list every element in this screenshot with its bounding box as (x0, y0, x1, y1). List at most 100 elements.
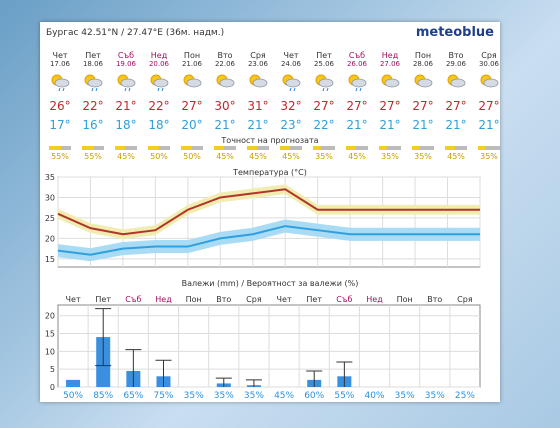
max-temp: 27° (346, 99, 367, 113)
day-name: Пон (184, 51, 200, 60)
y-tick-label: 20 (45, 234, 55, 243)
max-temp: 27° (478, 99, 499, 113)
accuracy-value: 35% (480, 152, 498, 161)
cloud-shape (219, 78, 235, 88)
sun-cloud-rain-icon (282, 74, 301, 92)
max-temp: 27° (313, 99, 334, 113)
day-date: 25.06 (314, 60, 335, 68)
y-tick-label: 15 (45, 330, 55, 339)
precip-day-label: Пон (397, 295, 413, 304)
day-date: 30.06 (479, 60, 500, 68)
accuracy-fill (148, 146, 159, 150)
day-name: Пет (85, 51, 101, 60)
day-date: 20.06 (149, 60, 170, 68)
accuracy-track (346, 146, 368, 150)
min-temp: 21° (412, 118, 433, 132)
min-temp: 20° (181, 118, 202, 132)
max-temp: 27° (181, 99, 202, 113)
cloud-shape (318, 78, 334, 88)
day-name: Нед (382, 51, 399, 60)
accuracy-value: 50% (183, 152, 201, 161)
precip-day-label: Нед (366, 295, 383, 304)
rain-drop (289, 87, 292, 92)
sun-cloud-icon (381, 74, 400, 88)
day-name: Съб (118, 51, 134, 60)
accuracy-fill (313, 146, 321, 150)
rain-drop (124, 87, 127, 92)
accuracy-fill (115, 146, 125, 150)
y-tick-label: 15 (45, 255, 55, 264)
cloud-shape (87, 78, 103, 88)
accuracy-fill (412, 146, 420, 150)
max-temp: 27° (379, 99, 400, 113)
accuracy-value: 45% (216, 152, 234, 161)
day-name: Сря (250, 51, 266, 60)
max-temp: 31° (247, 99, 268, 113)
rain-drop (161, 87, 164, 92)
y-tick-label: 5 (50, 365, 55, 374)
day-date: 22.06 (215, 60, 236, 68)
cloud-shape (384, 78, 400, 88)
accuracy-value: 45% (348, 152, 366, 161)
accuracy-track (379, 146, 401, 150)
min-temp-band (58, 219, 480, 262)
precip-probability: 35% (425, 391, 445, 401)
cloud-shape (351, 78, 367, 88)
rain-drop (326, 87, 329, 92)
accuracy-fill (247, 146, 257, 150)
cloud-shape (186, 78, 202, 88)
y-tick-label: 30 (45, 193, 55, 202)
temperature-title: Температура (°C) (232, 168, 307, 177)
rain-drop (95, 87, 98, 92)
precip-probability: 35% (395, 391, 415, 401)
forecast-graphic: Чет17.0626°17°55%Пет18.0622°16°55%Съб19.… (45, 51, 500, 401)
day-date: 18.06 (83, 60, 104, 68)
precip-probability: 35% (184, 391, 204, 401)
accuracy-fill (181, 146, 192, 150)
day-date: 28.06 (413, 60, 434, 68)
accuracy-value: 55% (84, 152, 102, 161)
accuracy-title: Точност на прогнозата (220, 136, 318, 145)
accuracy-fill (49, 146, 62, 150)
precip-probability: 85% (93, 391, 113, 401)
accuracy-track (313, 146, 335, 150)
accuracy-fill (82, 146, 95, 150)
max-temp: 26° (49, 99, 70, 113)
rain-drop (62, 87, 65, 92)
precip-day-label: Вто (427, 295, 442, 304)
precip-probability: 75% (153, 391, 173, 401)
precip-day-label: Сря (246, 295, 262, 304)
sun-cloud-rain-icon (348, 74, 367, 92)
accuracy-track (280, 146, 302, 150)
min-temp: 17° (49, 118, 70, 132)
precip-probability: 35% (214, 391, 234, 401)
precip-day-label: Пет (306, 295, 322, 304)
max-temp: 22° (148, 99, 169, 113)
rain-drop (128, 87, 131, 92)
cloud-shape (120, 78, 136, 88)
precip-day-label: Нед (155, 295, 172, 304)
rain-drop (322, 87, 325, 92)
min-temp: 16° (82, 118, 103, 132)
rain-drop (355, 87, 358, 92)
meteoblue-logo[interactable]: meteoblue (415, 25, 494, 40)
accuracy-value: 45% (117, 152, 135, 161)
precip-probability: 25% (455, 391, 475, 401)
max-temp: 30° (214, 99, 235, 113)
accuracy-track (445, 146, 467, 150)
precip-day-label: Чет (66, 295, 81, 304)
max-temp: 22° (82, 99, 103, 113)
day-date: 19.06 (116, 60, 137, 68)
precip-probability: 55% (334, 391, 354, 401)
max-temp: 32° (280, 99, 301, 113)
sun-cloud-icon (216, 74, 235, 88)
precip-probability: 45% (274, 391, 294, 401)
accuracy-value: 50% (150, 152, 168, 161)
sun-cloud-icon (183, 74, 202, 88)
y-tick-label: 20 (45, 312, 55, 321)
precip-probability: 65% (123, 391, 143, 401)
precip-day-label: Съб (336, 295, 352, 304)
accuracy-fill (478, 146, 486, 150)
accuracy-value: 35% (414, 152, 432, 161)
cloud-shape (450, 78, 466, 88)
